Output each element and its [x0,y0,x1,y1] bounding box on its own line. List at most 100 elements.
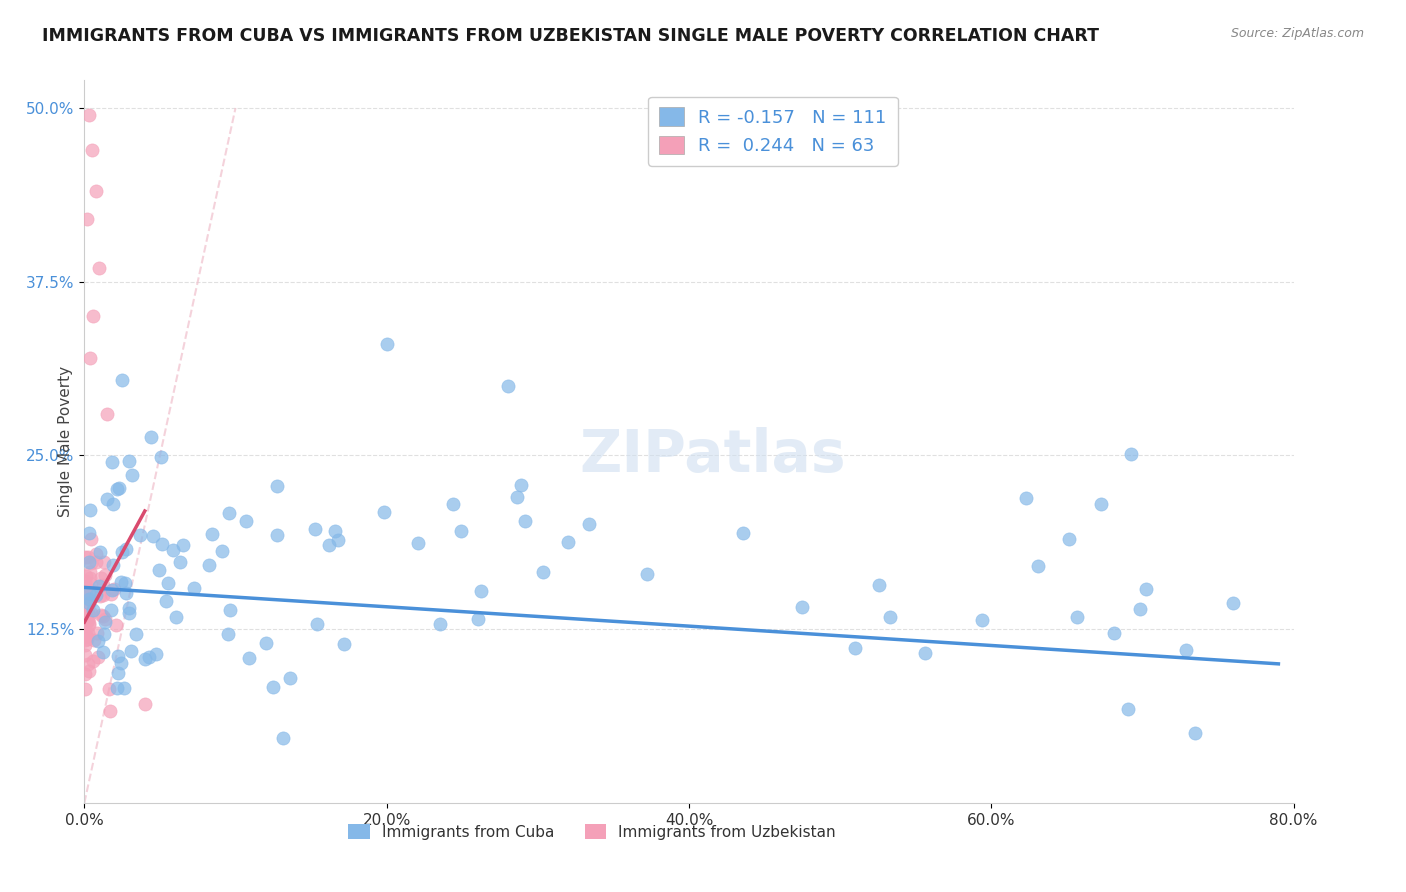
Point [467,612,489,626]
Point [75,628,97,642]
Point [271,731,294,746]
Point [172,538,194,552]
Point [128,528,150,542]
Point [375,337,398,351]
Point [93,555,115,569]
Point [120,643,142,657]
Point [118,606,141,620]
Point [80,606,103,620]
Point [114,576,136,591]
Point [110,656,132,670]
Point [914,646,936,660]
Point [87,649,110,664]
Point [134,697,156,711]
Point [75,648,97,662]
Point [89,545,111,559]
Point [89,260,111,275]
Point [77,550,100,565]
Point [1116,702,1139,716]
Point [125,627,148,641]
Point [238,651,260,665]
Point [76,615,98,630]
Point [155,593,177,607]
Point [112,681,135,696]
Point [77,657,100,672]
Point [75,632,97,647]
Point [84,547,107,561]
Point [1066,609,1088,624]
Point [80,576,103,591]
Y-axis label: Single Male Poverty: Single Male Poverty [58,366,73,517]
Point [75,609,97,624]
Point [134,652,156,666]
Point [96,407,118,421]
Point [262,680,284,694]
Point [76,632,98,646]
Point [138,649,160,664]
Point [91,588,114,602]
Point [1184,726,1206,740]
Point [121,467,143,482]
Point [304,522,326,536]
Point [90,607,112,622]
Point [75,569,97,583]
Point [100,603,122,617]
Point [792,599,814,614]
Point [91,577,114,591]
Point [332,637,354,651]
Point [1026,559,1049,574]
Point [75,629,97,643]
Point [98,704,121,718]
Point [101,497,124,511]
Point [118,454,141,468]
Point [101,454,124,468]
Point [201,527,224,541]
Point [145,647,167,661]
Point [86,626,108,640]
Point [844,641,866,656]
Point [406,536,429,550]
Point [77,592,100,607]
Point [76,606,98,620]
Text: ZIPatlas: ZIPatlas [579,427,846,484]
Point [318,539,340,553]
Point [100,587,122,601]
Point [1222,596,1244,610]
Point [80,143,103,157]
Point [105,483,128,497]
Text: IMMIGRANTS FROM CUBA VS IMMIGRANTS FROM UZBEKISTAN SINGLE MALE POVERTY CORRELATI: IMMIGRANTS FROM CUBA VS IMMIGRANTS FROM … [42,27,1099,45]
Point [107,666,129,681]
Point [441,497,464,511]
Point [79,503,101,517]
Point [142,529,165,543]
Point [115,542,138,557]
Point [77,664,100,678]
Point [103,558,125,573]
Point [79,570,101,584]
Point [77,592,100,607]
Point [93,627,115,641]
Point [513,514,536,528]
Point [157,575,180,590]
Point [83,632,105,647]
Point [76,212,98,227]
Point [150,450,173,464]
Point [110,373,132,387]
Point [75,639,97,653]
Point [636,566,658,581]
Point [183,581,205,595]
Point [731,525,754,540]
Point [79,566,101,580]
Point [75,590,97,604]
Point [77,586,100,600]
Point [96,491,118,506]
Point [150,537,173,551]
Point [868,578,890,592]
Point [198,558,221,573]
Point [470,584,492,599]
Point [91,645,114,659]
Point [75,574,97,589]
Point [77,526,100,541]
Point [254,636,277,650]
Point [105,681,128,695]
